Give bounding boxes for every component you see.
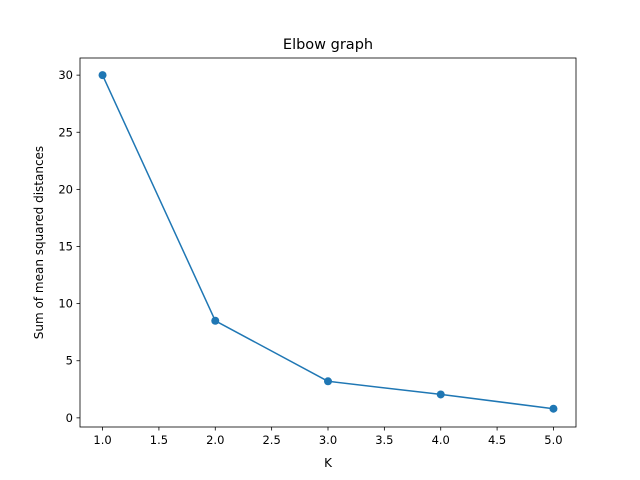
data-point [324, 377, 332, 386]
data-point [549, 404, 558, 413]
y-tick-label: 0 [66, 411, 73, 425]
data-point [211, 316, 220, 325]
y-tick-label: 15 [58, 239, 73, 253]
series-layer [98, 71, 558, 413]
plot-background [80, 58, 576, 427]
y-axis-label: Sum of mean squared distances [32, 146, 46, 339]
y-tick-label: 25 [58, 125, 73, 139]
y-tick-label: 5 [66, 354, 73, 368]
x-tick-label: 3.0 [319, 433, 337, 447]
data-point [436, 390, 445, 399]
plot-frame [79, 57, 577, 428]
x-tick-label: 2.0 [206, 433, 224, 447]
y-axis-ticks: 0 5 10 15 20 25 30 [58, 68, 80, 425]
y-tick-label: 10 [58, 297, 73, 311]
x-tick-label: 2.5 [262, 433, 280, 447]
x-tick-label: 1.5 [150, 433, 168, 447]
x-tick-label: 5.0 [544, 433, 562, 447]
y-tick-label: 20 [58, 182, 73, 196]
x-axis-label: K [324, 456, 333, 470]
x-tick-label: 4.0 [432, 433, 450, 447]
data-point [98, 71, 107, 80]
x-tick-label: 3.5 [375, 433, 393, 447]
x-tick-label: 1.0 [93, 433, 111, 447]
x-tick-label: 4.5 [488, 433, 506, 447]
x-axis-ticks: 1.0 1.5 2.0 2.5 3.0 3.5 4.0 4.5 5.0 [93, 427, 563, 447]
y-tick-label: 30 [58, 68, 73, 82]
chart-title: Elbow graph [283, 37, 373, 53]
